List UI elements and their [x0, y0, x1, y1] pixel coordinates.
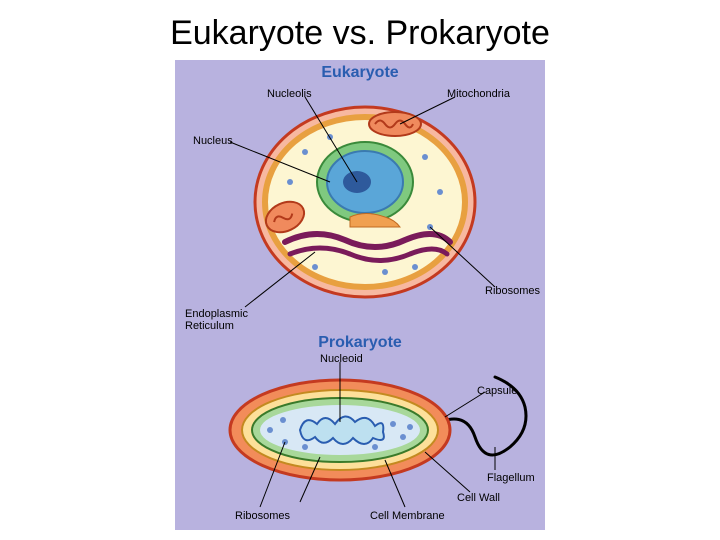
- diagram-panel: Eukaryote: [175, 60, 545, 530]
- label-cellmembrane: Cell Membrane: [370, 510, 445, 522]
- label-nucleus: Nucleus: [193, 135, 233, 147]
- label-capsule: Capsule: [477, 385, 517, 397]
- page-title: Eukaryote vs. Prokaryote: [0, 0, 720, 53]
- label-nucleolis: Nucleolis: [267, 88, 312, 100]
- label-mitochondria: Mitochondria: [447, 88, 510, 100]
- label-er: Endoplasmic Reticulum: [185, 308, 248, 332]
- prokaryote-title: Prokaryote: [175, 334, 545, 352]
- label-nucleoid: Nucleoid: [320, 353, 363, 365]
- label-cellwall: Cell Wall: [457, 492, 500, 504]
- label-flagellum: Flagellum: [487, 472, 535, 484]
- label-ribosomes-eu: Ribosomes: [485, 285, 540, 297]
- eukaryote-title: Eukaryote: [175, 64, 545, 82]
- label-ribosomes-pro: Ribosomes: [235, 510, 290, 522]
